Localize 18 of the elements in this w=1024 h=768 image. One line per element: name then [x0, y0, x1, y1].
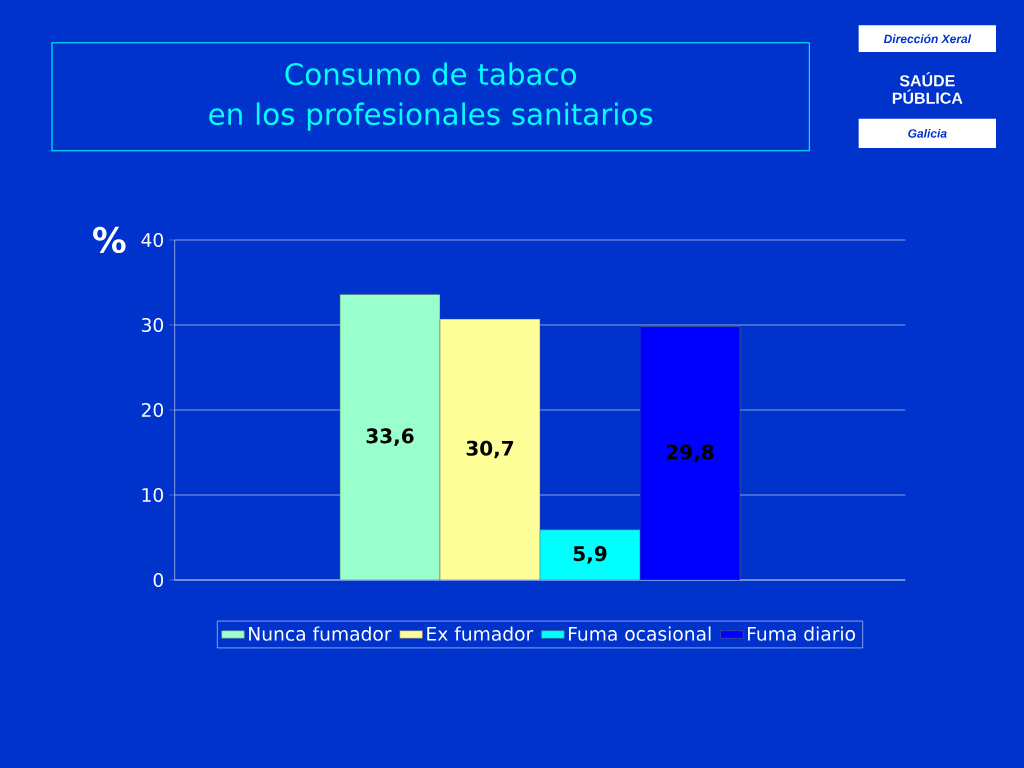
text: Dirección Xeral: [883, 34, 972, 44]
data-label: 33,6: [366, 428, 414, 447]
chart-title: Consumo de tabaco en los profesionales sanitarios: [209, 62, 653, 131]
data-label: 29,8: [666, 444, 714, 463]
y-tick-label: 0: [153, 572, 164, 588]
legend-label: Nunca fumador: [249, 626, 392, 641]
text: SAÚDE PÚBLICA: [892, 72, 963, 104]
legend-label: Fuma ocasional: [569, 626, 711, 641]
legend-label: Fuma diario: [748, 626, 856, 641]
y-tick-label: 10: [142, 487, 164, 503]
legend-label: Ex fumador: [427, 626, 534, 641]
y-tick-label: 30: [141, 317, 164, 333]
y-axis-title: %: [93, 226, 126, 254]
data-label: 5,9: [573, 546, 607, 564]
text: Galicia: [908, 128, 947, 138]
y-tick-label: 20: [141, 402, 164, 418]
data-label: 30,7: [466, 440, 514, 459]
y-tick-label: 40: [141, 232, 164, 248]
